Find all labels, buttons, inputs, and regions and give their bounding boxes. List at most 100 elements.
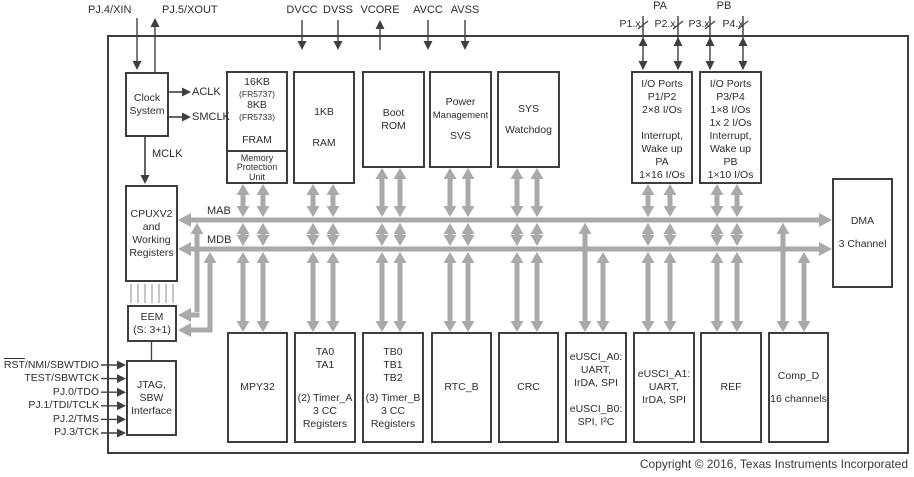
block-io-ports-p1p2: I/O Ports P1/P2 2×8 I/Os Interrupt, Wake… (631, 71, 693, 184)
text-line: and (142, 220, 161, 233)
rst-overline: RST (3, 359, 25, 371)
text-line: PB (723, 156, 738, 168)
text-line: P3/P4 (716, 91, 745, 103)
text-line: MPY32 (240, 381, 275, 393)
text-line: CPUXV2 (130, 207, 173, 220)
text-line: JTAG, (137, 378, 166, 391)
text-line: eUSCI_A0: (569, 351, 623, 363)
signal-label-smclk: SMCLK (192, 111, 230, 123)
text-line: Comp_D (777, 369, 820, 382)
text-line: 16KB (244, 76, 270, 88)
pin-label-pj3: PJ.3/TCK (0, 426, 99, 438)
pin-label-dvss: DVSS (323, 4, 353, 16)
text-line: Wake up (641, 143, 683, 155)
text-line: 2×8 I/Os (642, 104, 682, 116)
text-line: Unit (248, 171, 265, 182)
text-line: IrDA, SPI (642, 394, 686, 406)
pin-label-pj0: PJ.0/TDO (0, 386, 99, 398)
signal-label-aclk: ACLK (192, 86, 221, 98)
text-line: DMA (850, 215, 875, 227)
text-line: TB2 (383, 372, 403, 384)
text-line: 1×8 I/Os (710, 104, 751, 116)
block-cpu: CPUXV2 and Working Registers (125, 185, 178, 282)
text-line: (FR5737) (239, 89, 275, 99)
pin-label-pj1: PJ.1/TDI/TCLK (0, 399, 99, 411)
pj0-label: PJ.0/TDO (52, 386, 99, 398)
pin-label-dvcc: DVCC (286, 4, 318, 16)
block-eusci-a1: eUSCI_A1: UART, IrDA, SPI (633, 332, 695, 443)
pj3-label: PJ.3/TCK (54, 426, 99, 438)
text-line: (3) Timer_B (365, 392, 421, 404)
text-line: Power (445, 96, 476, 108)
text-line: 1×16 I/Os (639, 169, 685, 181)
test-label: TEST/SBWTCK (24, 372, 99, 384)
text-line: SBW (139, 391, 164, 404)
block-eusci-a0-b0: eUSCI_A0: UART, IrDA, SPI eUSCI_B0: SPI,… (565, 332, 627, 443)
text-line: eUSCI_B0: (569, 403, 623, 415)
signal-label-mclk: MCLK (152, 148, 183, 160)
text-line: System (129, 104, 165, 117)
text-line: eUSCI_A1: (637, 368, 691, 380)
text-line: SPI, I²C (577, 416, 615, 428)
pin-label-p4x: P4.x (722, 18, 744, 30)
block-timer-b: TB0 TB1 TB2 (3) Timer_B 3 CC Registers (362, 332, 424, 443)
text-line: IrDA, SPI (574, 377, 618, 389)
text-line: TB1 (383, 359, 403, 371)
text-line: Interface (131, 404, 172, 417)
text-line: Registers (302, 418, 348, 430)
memory-protection-unit: Memory Protection Unit (228, 149, 286, 183)
text-line: I/O Ports (641, 78, 683, 90)
pin-label-xin: PJ.4/XIN (88, 4, 132, 16)
block-timer-a: TA0 TA1 (2) Timer_A 3 CC Registers (294, 332, 356, 443)
text-line: Management (432, 110, 489, 121)
text-line: Registers (129, 246, 174, 259)
copyright-notice: Copyright © 2016, Texas Instruments Inco… (639, 457, 908, 471)
pin-label-p2x: P2.x (654, 18, 676, 30)
text-line: Memory (240, 152, 274, 163)
text-line: RAM (312, 136, 336, 149)
text-line: TA0 (315, 346, 335, 358)
block-clock-system: Clock System (125, 72, 169, 137)
text-line: I/O Ports (709, 78, 752, 90)
bus-label-mab: MAB (207, 205, 231, 217)
text-line: (FR5733) (239, 112, 275, 122)
text-line: 1KB (314, 105, 334, 118)
text-line: Interrupt, (640, 130, 684, 142)
fram-label: FRAM (242, 133, 272, 146)
pj2-label: PJ.2/TMS (52, 413, 99, 425)
text-line: 16 channels (770, 392, 827, 405)
block-jtag: JTAG, SBW Interface (126, 360, 177, 436)
block-fram: 16KB (FR5737) 8KB (FR5733) FRAM Memory P… (226, 71, 288, 184)
port-group-label-pa: PA (653, 0, 667, 12)
text-line: 1x 2 I/Os (709, 117, 752, 129)
text-line: Working (132, 233, 171, 246)
text-line: 8KB (247, 99, 267, 111)
block-boot-rom: Boot ROM (362, 71, 425, 168)
pin-label-vcore: VCORE (360, 4, 400, 16)
text-line: 3 Channel (838, 238, 887, 250)
block-mpy32: MPY32 (227, 332, 288, 443)
block-dma: DMA 3 Channel (832, 178, 893, 288)
block-sys-watchdog: SYS Watchdog (497, 71, 560, 168)
pin-label-avcc: AVCC (413, 4, 443, 16)
pin-label-pj2: PJ.2/TMS (0, 413, 99, 425)
pin-label-xout: PJ.5/XOUT (162, 4, 218, 16)
pin-label-rst: RST/NMI/SBWTDIO (0, 359, 99, 371)
pj1-label: PJ.1/TDI/TCLK (28, 399, 99, 411)
text-line: 3 CC (381, 405, 405, 417)
bus-label-mdb: MDB (207, 234, 232, 246)
text-line: Watchdog (505, 123, 552, 136)
text-line: CRC (517, 381, 540, 393)
text-line: ROM (381, 119, 406, 132)
block-power-management: Power Management SVS (429, 71, 492, 168)
text-line: (2) Timer_A (297, 392, 353, 404)
text-line: SVS (449, 130, 471, 142)
text-line: Registers (370, 418, 416, 430)
pin-label-p3x: P3.x (688, 18, 710, 30)
text-line: TA1 (315, 359, 335, 371)
text-line: Clock (133, 91, 161, 104)
text-line: 1×10 I/Os (707, 169, 754, 181)
block-eem: EEM (S: 3+1) (127, 305, 177, 342)
